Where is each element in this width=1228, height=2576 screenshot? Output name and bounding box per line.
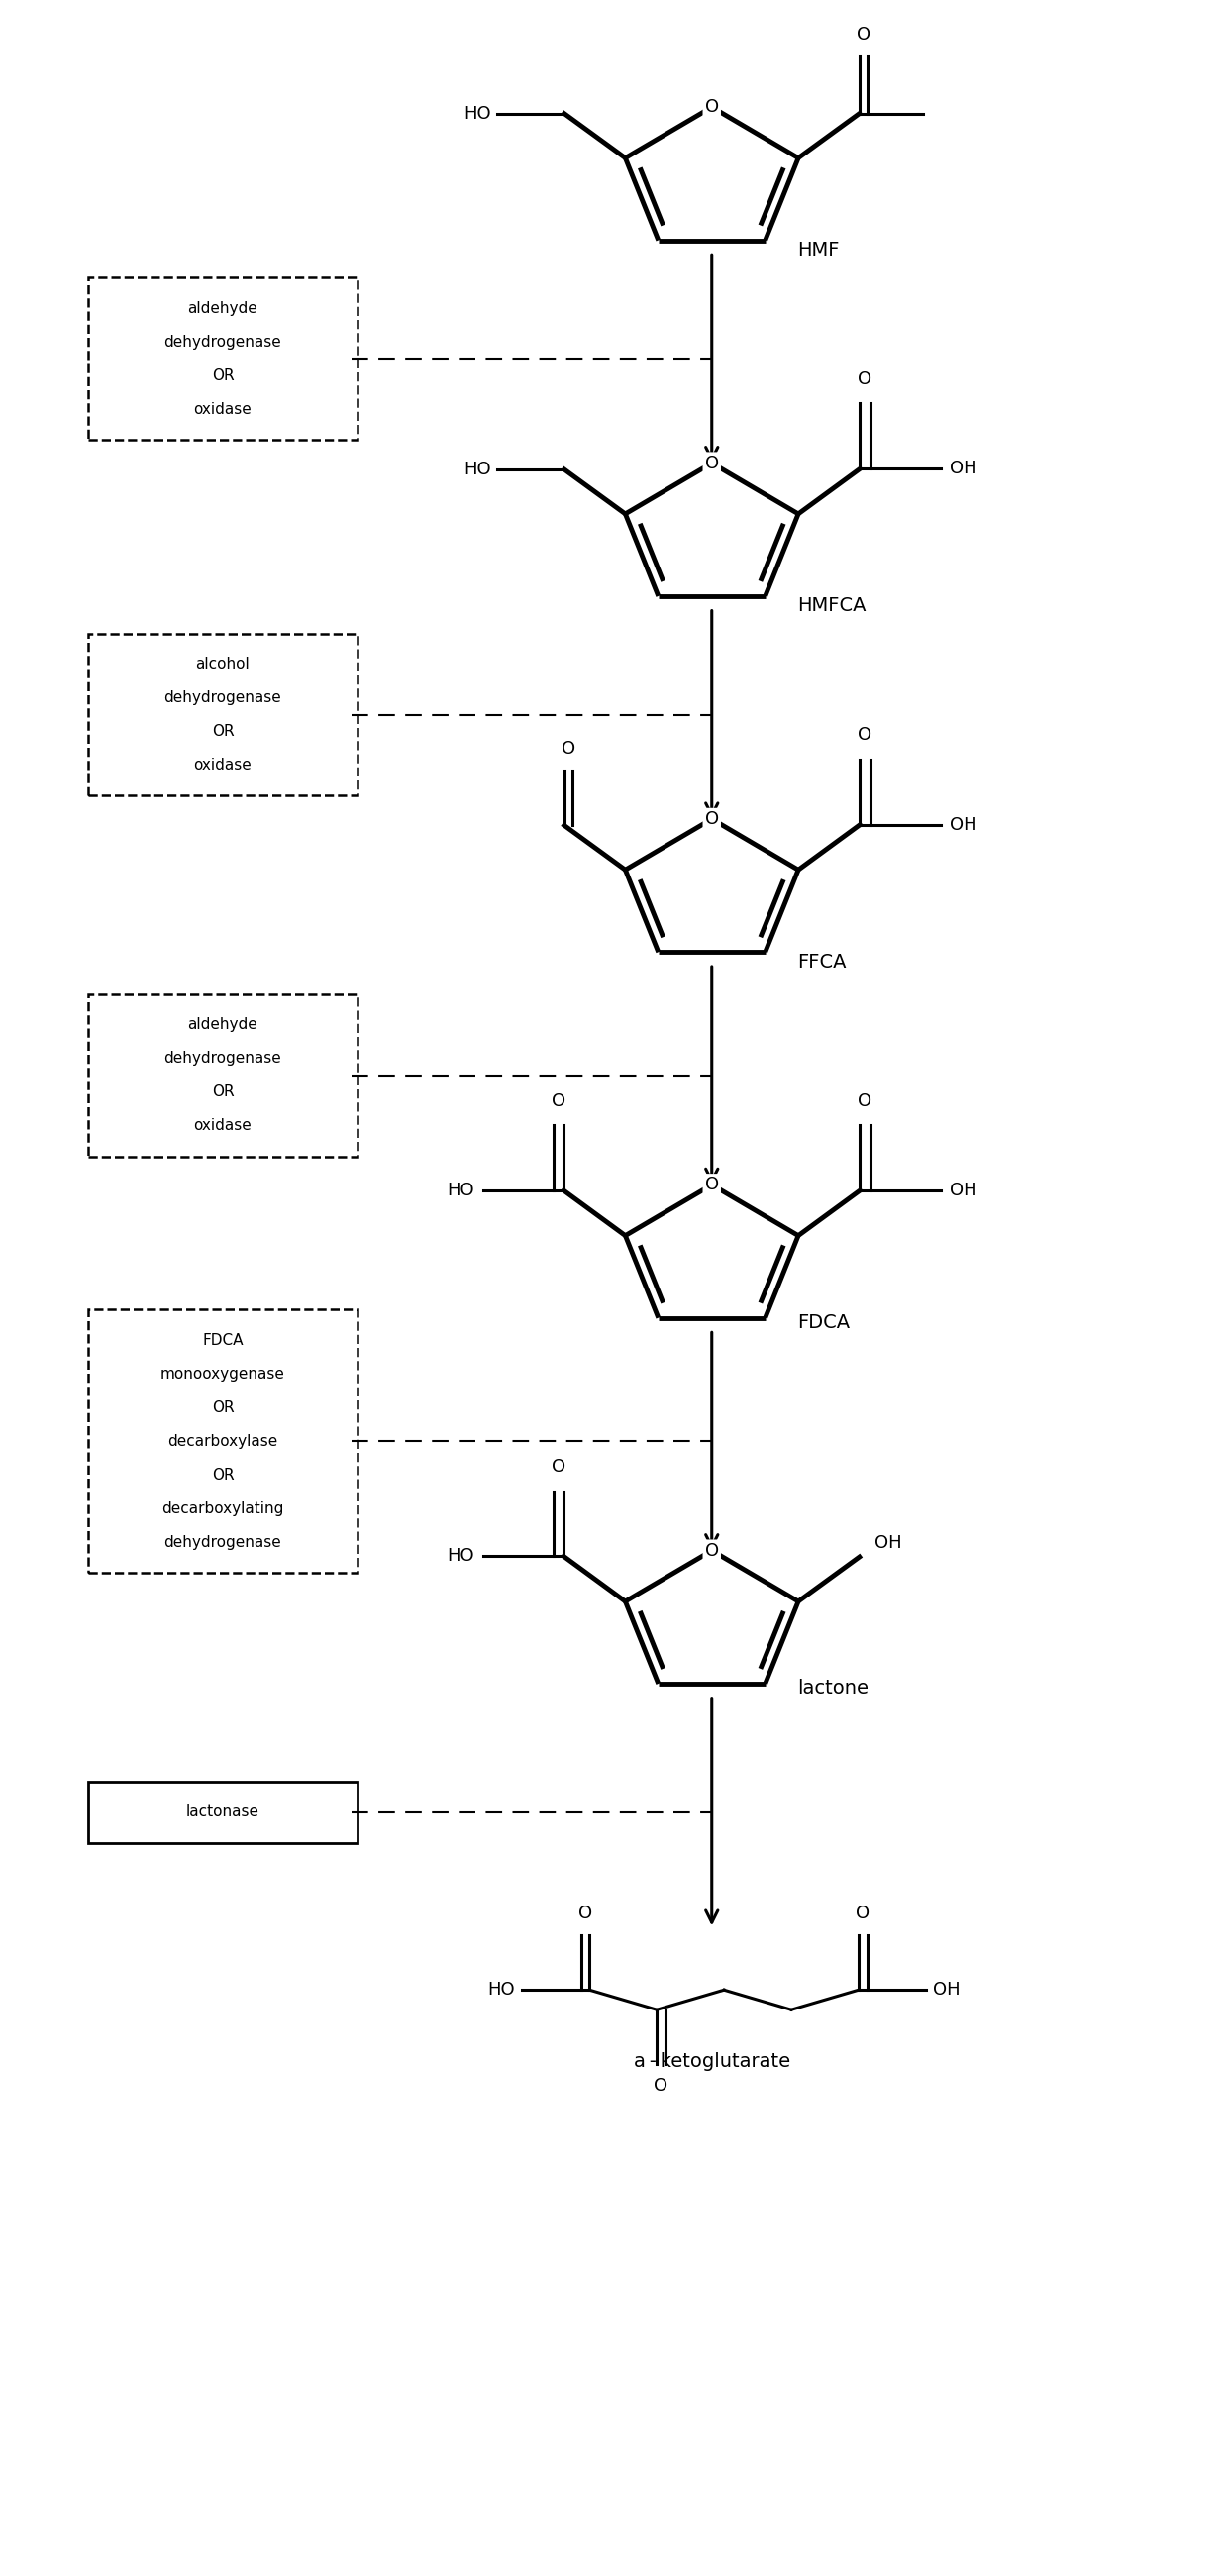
Text: a - ketoglutarate: a - ketoglutarate — [634, 2050, 790, 2071]
Text: OH: OH — [949, 817, 976, 835]
Text: O: O — [858, 371, 872, 389]
FancyBboxPatch shape — [88, 1783, 357, 1842]
Text: dehydrogenase: dehydrogenase — [165, 690, 281, 706]
Text: FDCA: FDCA — [203, 1332, 243, 1347]
FancyBboxPatch shape — [88, 994, 357, 1157]
Text: FDCA: FDCA — [797, 1314, 850, 1332]
Text: OH: OH — [949, 461, 976, 477]
Text: OH: OH — [949, 1182, 976, 1200]
FancyBboxPatch shape — [88, 1309, 357, 1574]
Text: decarboxylating: decarboxylating — [162, 1502, 284, 1515]
Text: O: O — [578, 1904, 592, 1922]
Text: O: O — [858, 726, 872, 744]
Text: OH: OH — [933, 1981, 960, 1999]
Text: FFCA: FFCA — [797, 953, 846, 971]
Text: OR: OR — [211, 1084, 235, 1100]
Text: oxidase: oxidase — [194, 757, 252, 773]
Text: HMF: HMF — [797, 240, 840, 260]
Text: OR: OR — [211, 724, 235, 739]
Text: O: O — [705, 809, 718, 827]
Text: O: O — [705, 1540, 718, 1558]
Text: HO: HO — [463, 106, 491, 124]
Text: alcohol: alcohol — [195, 657, 251, 672]
Text: HMFCA: HMFCA — [797, 598, 866, 616]
Text: O: O — [705, 1175, 718, 1193]
Text: oxidase: oxidase — [194, 1118, 252, 1133]
Text: OR: OR — [211, 1468, 235, 1481]
Text: OH: OH — [874, 1535, 901, 1551]
Text: O: O — [705, 98, 718, 116]
Text: lactonase: lactonase — [187, 1806, 259, 1819]
Text: aldehyde: aldehyde — [188, 301, 258, 317]
Text: aldehyde: aldehyde — [188, 1018, 258, 1033]
Text: O: O — [856, 1904, 869, 1922]
Text: HO: HO — [488, 1981, 515, 1999]
Text: OR: OR — [211, 1401, 235, 1414]
Text: OR: OR — [211, 368, 235, 384]
Text: oxidase: oxidase — [194, 402, 252, 417]
FancyBboxPatch shape — [88, 278, 357, 440]
Text: O: O — [551, 1458, 566, 1476]
Text: decarboxylase: decarboxylase — [168, 1435, 278, 1448]
Text: O: O — [551, 1092, 566, 1110]
Text: HO: HO — [447, 1548, 474, 1566]
Text: O: O — [858, 1092, 872, 1110]
Text: dehydrogenase: dehydrogenase — [165, 335, 281, 350]
Text: O: O — [655, 2076, 668, 2094]
Text: dehydrogenase: dehydrogenase — [165, 1051, 281, 1066]
Text: HO: HO — [447, 1182, 474, 1200]
Text: monooxygenase: monooxygenase — [161, 1368, 285, 1381]
FancyBboxPatch shape — [88, 634, 357, 796]
Text: lactone: lactone — [797, 1680, 868, 1698]
Text: dehydrogenase: dehydrogenase — [165, 1535, 281, 1551]
Text: O: O — [705, 453, 718, 471]
Text: HO: HO — [463, 461, 491, 479]
Text: O: O — [857, 26, 871, 44]
Text: O: O — [561, 739, 576, 757]
